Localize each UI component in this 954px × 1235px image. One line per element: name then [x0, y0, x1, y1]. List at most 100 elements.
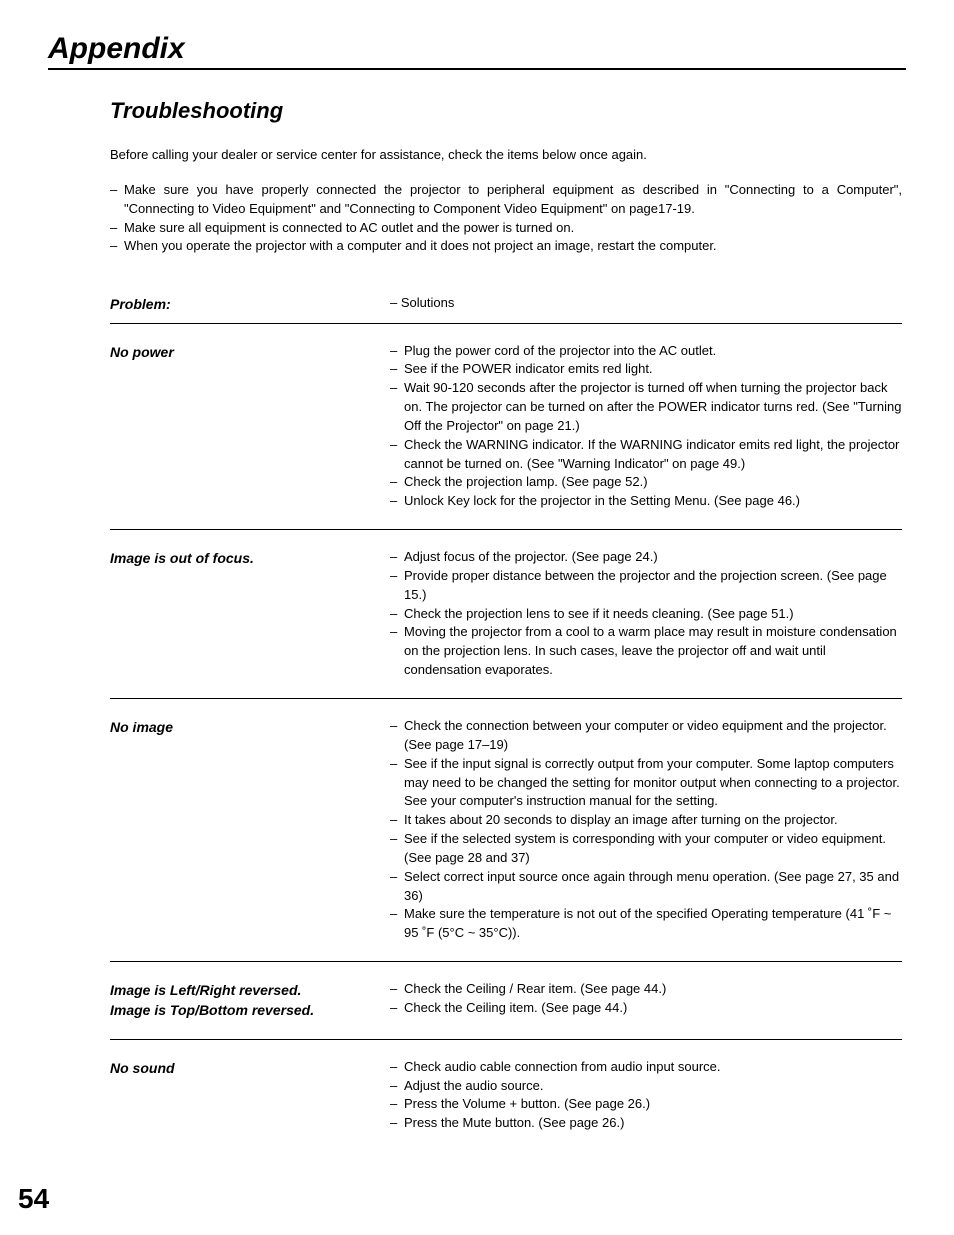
- solution-dash: –: [390, 492, 404, 511]
- problem-cell: Image is Left/Right reversed.Image is To…: [110, 980, 390, 1021]
- solution-text: Unlock Key lock for the projector in the…: [404, 492, 902, 511]
- solution-line: –Check the connection between your compu…: [390, 717, 902, 755]
- solution-line: – Press the Mute button. (See page 26.): [390, 1114, 902, 1133]
- header-problem: Problem:: [110, 294, 390, 314]
- section-title: Troubleshooting: [110, 98, 906, 124]
- troubleshooting-table: Problem: – Solutions No power–Plug the p…: [110, 294, 902, 1151]
- table-row: Image is Left/Right reversed.Image is To…: [110, 962, 902, 1040]
- note-text: When you operate the projector with a co…: [124, 237, 902, 256]
- note-dash: –: [110, 237, 124, 256]
- solution-text: See if the POWER indicator emits red lig…: [404, 360, 902, 379]
- header-solution: – Solutions: [390, 294, 902, 314]
- solution-line: –Select correct input source once again …: [390, 868, 902, 906]
- solution-dash: –: [390, 605, 404, 624]
- chapter-title: Appendix: [48, 32, 906, 66]
- solution-text: Adjust the audio source.: [404, 1077, 902, 1096]
- solution-line: –See if the POWER indicator emits red li…: [390, 360, 902, 379]
- note-line: –Make sure you have properly connected t…: [110, 181, 902, 219]
- note-text: Make sure all equipment is connected to …: [124, 219, 902, 238]
- page-number: 54: [18, 1183, 49, 1215]
- solution-dash: –: [390, 811, 404, 830]
- solution-line: –Moving the projector from a cool to a w…: [390, 623, 902, 680]
- solution-dash: –: [390, 717, 404, 755]
- solution-dash: –: [390, 342, 404, 361]
- solution-dash: –: [390, 1058, 404, 1077]
- solution-dash: –: [390, 548, 404, 567]
- solution-line: –Check the projection lamp. (See page 52…: [390, 473, 902, 492]
- table-row: No power–Plug the power cord of the proj…: [110, 324, 902, 531]
- solution-text: See if the input signal is correctly out…: [404, 755, 902, 812]
- solution-dash: –: [390, 1077, 404, 1096]
- solution-dash: –: [390, 623, 404, 680]
- solution-cell: –Adjust focus of the projector. (See pag…: [390, 548, 902, 680]
- solution-dash: –: [390, 980, 404, 999]
- solution-line: –Wait 90-120 seconds after the projector…: [390, 379, 902, 436]
- solution-text: It takes about 20 seconds to display an …: [404, 811, 902, 830]
- problem-cell: No power: [110, 342, 390, 512]
- solution-line: –Plug the power cord of the projector in…: [390, 342, 902, 361]
- solution-text: Adjust focus of the projector. (See page…: [404, 548, 902, 567]
- notes-list: –Make sure you have properly connected t…: [110, 181, 902, 256]
- problem-line: Image is Top/Bottom reversed.: [110, 1000, 380, 1020]
- solution-text: Select correct input source once again t…: [404, 868, 902, 906]
- solution-dash: –: [390, 830, 404, 868]
- note-dash: –: [110, 181, 124, 219]
- solution-dash: –: [390, 1095, 404, 1114]
- table-row: No sound– Check audio cable connection f…: [110, 1040, 902, 1151]
- solution-line: –Check the WARNING indicator. If the WAR…: [390, 436, 902, 474]
- solution-line: –Adjust focus of the projector. (See pag…: [390, 548, 902, 567]
- solution-text: Wait 90-120 seconds after the projector …: [404, 379, 902, 436]
- solution-text: Check the connection between your comput…: [404, 717, 902, 755]
- solution-text: Make sure the temperature is not out of …: [404, 905, 902, 943]
- solution-text: Provide proper distance between the proj…: [404, 567, 902, 605]
- solution-text: Check the Ceiling item. (See page 44.): [404, 999, 902, 1018]
- solution-line: –Make sure the temperature is not out of…: [390, 905, 902, 943]
- solution-line: –Provide proper distance between the pro…: [390, 567, 902, 605]
- solution-text: Press the Volume + button. (See page 26.…: [404, 1095, 902, 1114]
- problem-cell: No image: [110, 717, 390, 943]
- solution-dash: –: [390, 360, 404, 379]
- solution-line: –See if the input signal is correctly ou…: [390, 755, 902, 812]
- problem-line: No sound: [110, 1058, 380, 1078]
- problem-line: Image is out of focus.: [110, 548, 380, 568]
- solution-line: –Unlock Key lock for the projector in th…: [390, 492, 902, 511]
- solution-text: Plug the power cord of the projector int…: [404, 342, 902, 361]
- solution-cell: –Plug the power cord of the projector in…: [390, 342, 902, 512]
- solution-line: –See if the selected system is correspon…: [390, 830, 902, 868]
- problem-line: No power: [110, 342, 380, 362]
- page: Appendix Troubleshooting Before calling …: [0, 0, 954, 1235]
- note-dash: –: [110, 219, 124, 238]
- problem-line: No image: [110, 717, 380, 737]
- solution-cell: –Check the Ceiling / Rear item. (See pag…: [390, 980, 902, 1021]
- solution-line: – Press the Volume + button. (See page 2…: [390, 1095, 902, 1114]
- table-header-row: Problem: – Solutions: [110, 294, 902, 323]
- solution-text: Press the Mute button. (See page 26.): [404, 1114, 902, 1133]
- solution-dash: –: [390, 999, 404, 1018]
- solution-dash: –: [390, 473, 404, 492]
- solution-text: Moving the projector from a cool to a wa…: [404, 623, 902, 680]
- solution-text: Check audio cable connection from audio …: [404, 1058, 902, 1077]
- problem-cell: No sound: [110, 1058, 390, 1133]
- problem-line: Image is Left/Right reversed.: [110, 980, 380, 1000]
- solution-dash: –: [390, 567, 404, 605]
- solution-line: –Check the Ceiling / Rear item. (See pag…: [390, 980, 902, 999]
- solution-dash: –: [390, 379, 404, 436]
- solution-text: Check the WARNING indicator. If the WARN…: [404, 436, 902, 474]
- note-line: –Make sure all equipment is connected to…: [110, 219, 902, 238]
- table-row: Image is out of focus.–Adjust focus of t…: [110, 530, 902, 699]
- solution-line: – Adjust the audio source.: [390, 1077, 902, 1096]
- solution-line: –Check the projection lens to see if it …: [390, 605, 902, 624]
- solution-text: Check the projection lamp. (See page 52.…: [404, 473, 902, 492]
- solution-text: See if the selected system is correspond…: [404, 830, 902, 868]
- solution-cell: – Check audio cable connection from audi…: [390, 1058, 902, 1133]
- solution-dash: –: [390, 436, 404, 474]
- solution-dash: –: [390, 1114, 404, 1133]
- table-row: No image–Check the connection between yo…: [110, 699, 902, 962]
- solution-dash: –: [390, 755, 404, 812]
- solution-dash: –: [390, 868, 404, 906]
- solution-cell: –Check the connection between your compu…: [390, 717, 902, 943]
- note-line: –When you operate the projector with a c…: [110, 237, 902, 256]
- chapter-rule: [48, 68, 906, 70]
- solution-line: – Check audio cable connection from audi…: [390, 1058, 902, 1077]
- solution-text: Check the Ceiling / Rear item. (See page…: [404, 980, 902, 999]
